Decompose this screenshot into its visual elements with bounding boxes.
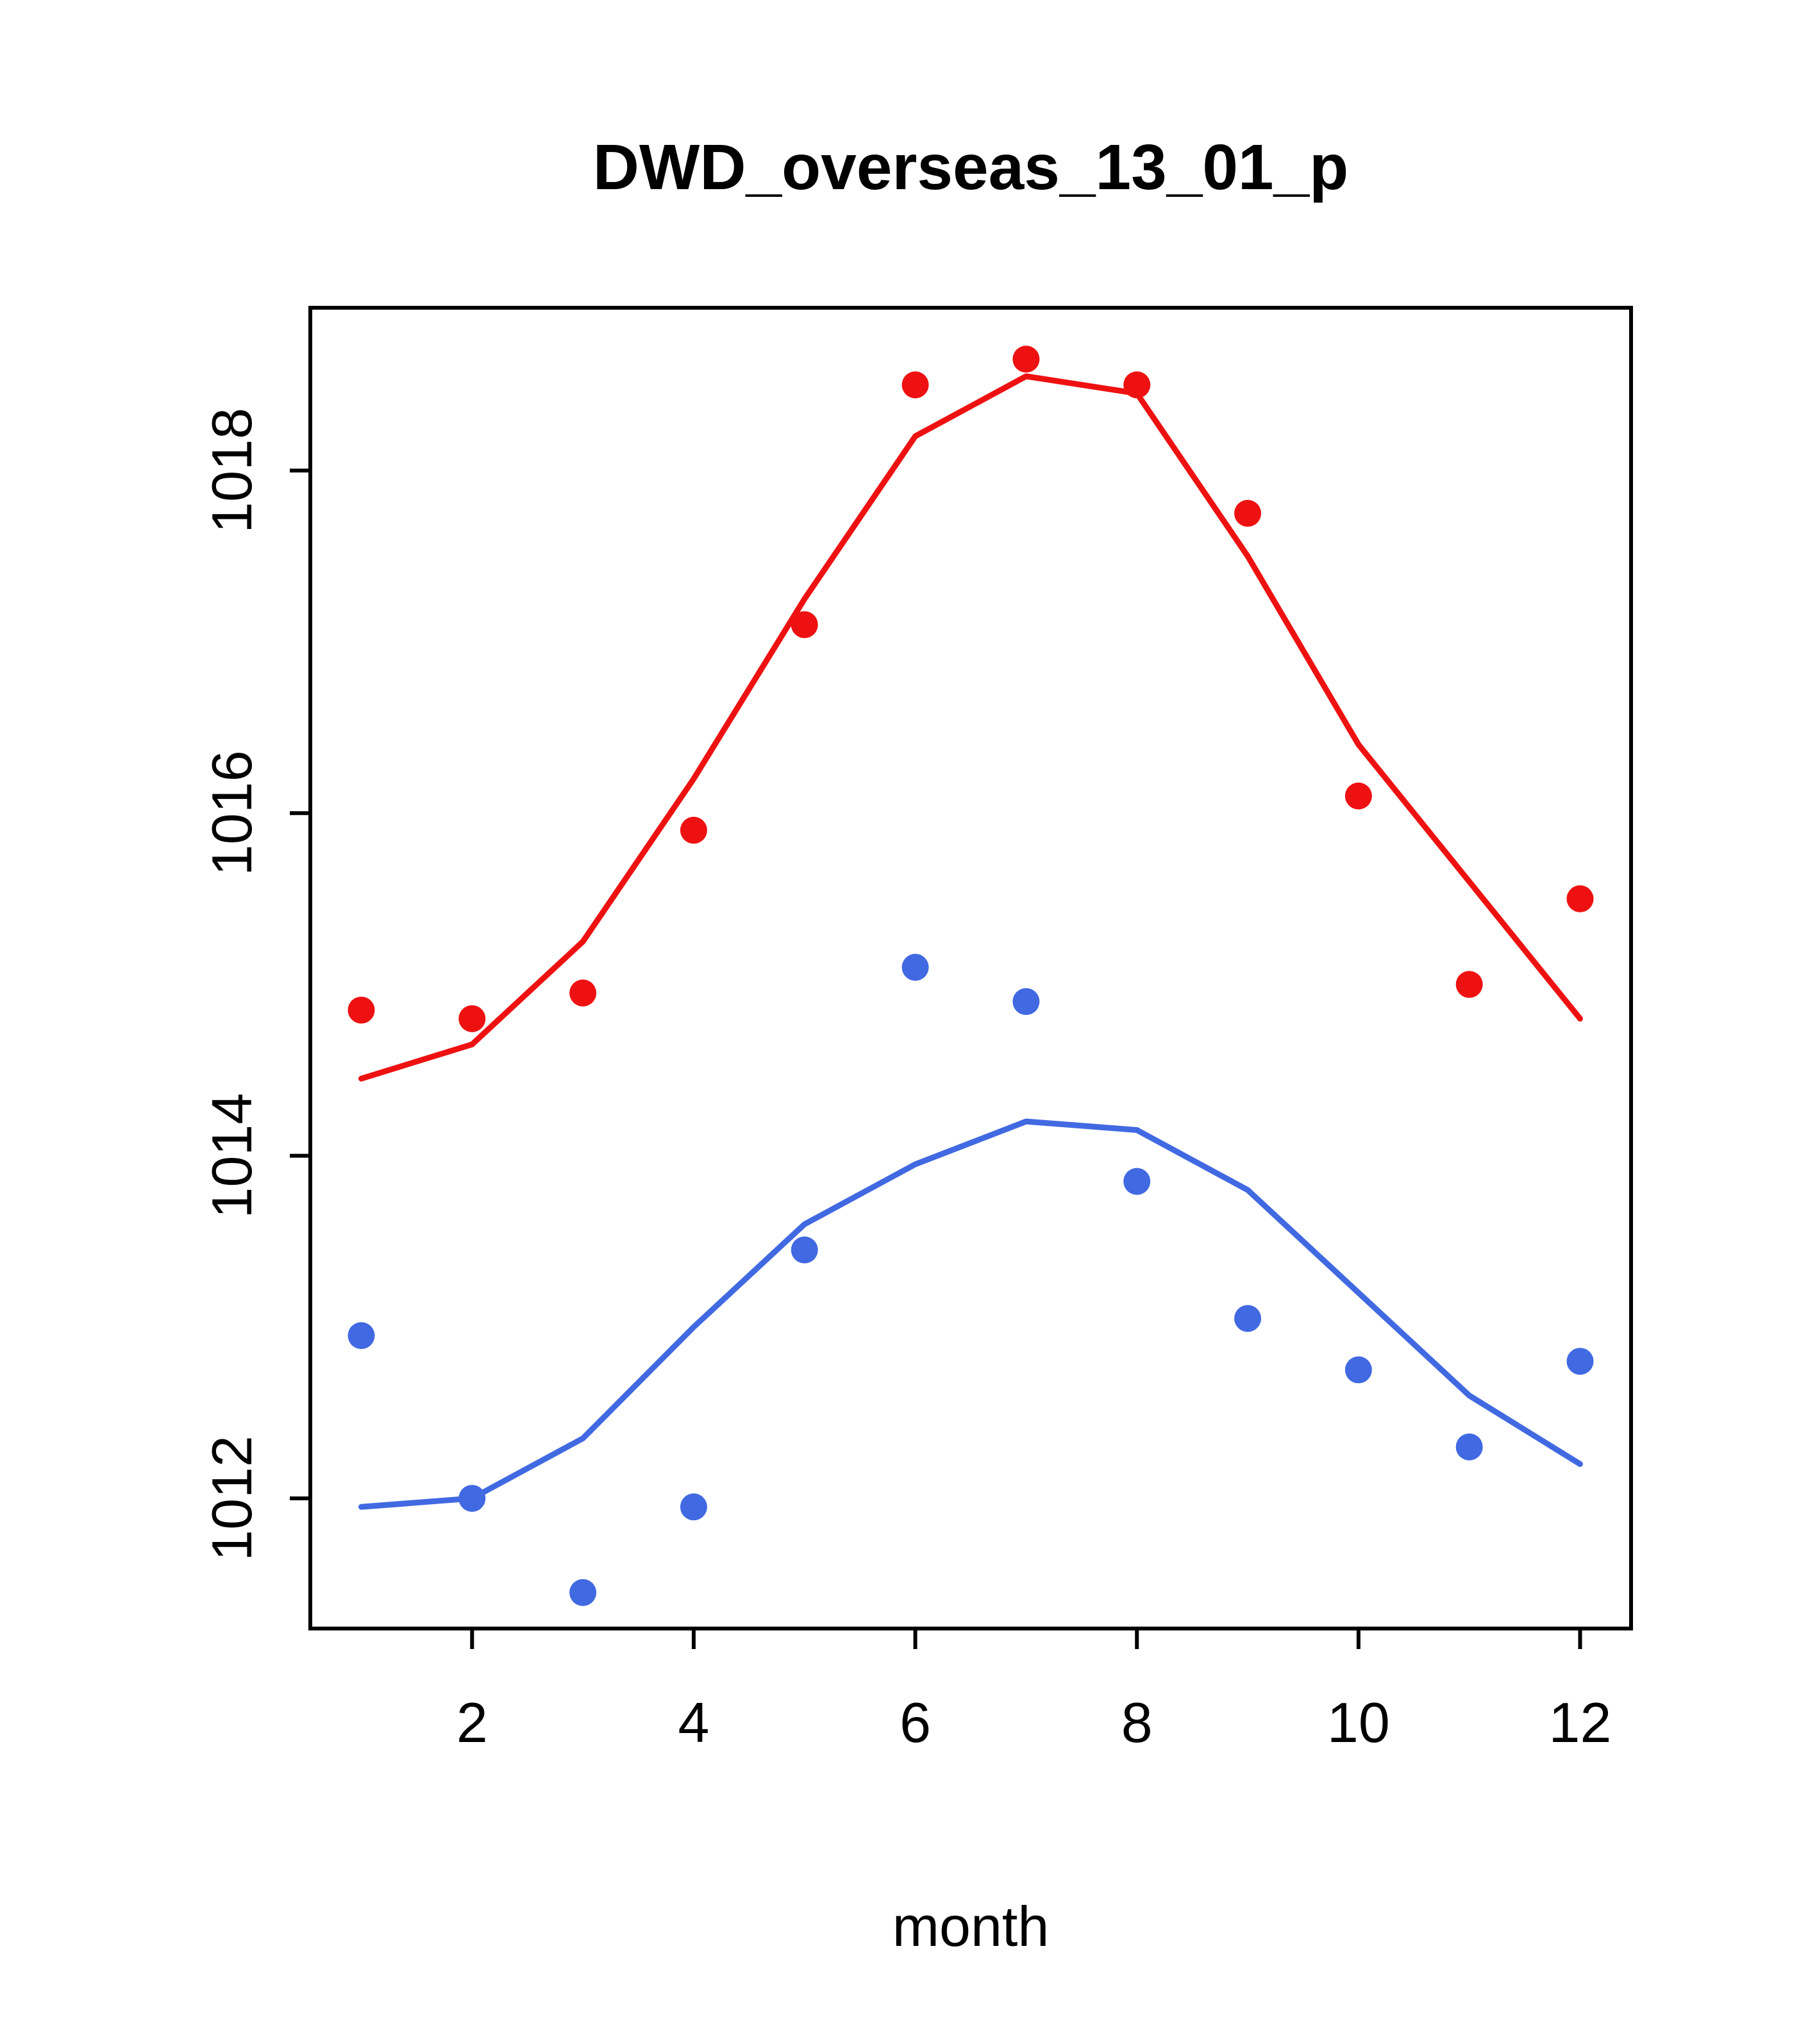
red-observed-points-point — [791, 611, 818, 639]
y-tick-label: 1018 — [200, 408, 264, 533]
blue-observed-points-point — [1344, 1356, 1372, 1384]
blue-observed-points-point — [901, 953, 929, 981]
x-axis-label: month — [892, 1895, 1050, 1958]
blue-fitted-line — [358, 1118, 1584, 1510]
y-tick-label: 1012 — [200, 1436, 264, 1561]
y-tick-label: 1016 — [200, 750, 264, 876]
red-observed-points-point — [680, 816, 707, 844]
blue-observed-points-point — [1455, 1433, 1483, 1461]
red-observed-points-point — [1012, 346, 1040, 373]
blue-observed-points-point — [1123, 1168, 1151, 1195]
blue-observed-points-point — [347, 1322, 375, 1350]
red-observed-points-point — [347, 996, 375, 1024]
chart-title: DWD_overseas_13_01_p — [593, 131, 1349, 203]
red-observed-points-point — [901, 371, 929, 399]
red-observed-points-point — [1566, 885, 1594, 912]
blue-observed-points-point — [1012, 988, 1040, 1016]
x-tick-label: 2 — [456, 1691, 488, 1754]
red-observed-points-point — [1234, 499, 1262, 527]
y-tick-label: 1014 — [200, 1093, 264, 1219]
x-tick-label: 6 — [900, 1691, 931, 1754]
red-observed-points-point — [569, 979, 597, 1007]
x-tick-label: 8 — [1121, 1691, 1153, 1754]
red-observed-points-point — [458, 1005, 486, 1032]
x-tick-label: 12 — [1549, 1691, 1612, 1754]
red-observed-points-point — [1455, 971, 1483, 998]
x-tick-label: 4 — [678, 1691, 709, 1754]
blue-observed-points-point — [1234, 1305, 1262, 1332]
blue-observed-points-point — [680, 1493, 707, 1521]
red-fitted-line — [358, 373, 1584, 1082]
plot-border — [308, 306, 1633, 1630]
red-observed-points-point — [1344, 782, 1372, 810]
blue-observed-points-point — [569, 1579, 597, 1606]
x-tick-label: 10 — [1327, 1691, 1390, 1754]
blue-observed-points-point — [791, 1236, 818, 1264]
blue-observed-points-point — [1566, 1348, 1594, 1375]
